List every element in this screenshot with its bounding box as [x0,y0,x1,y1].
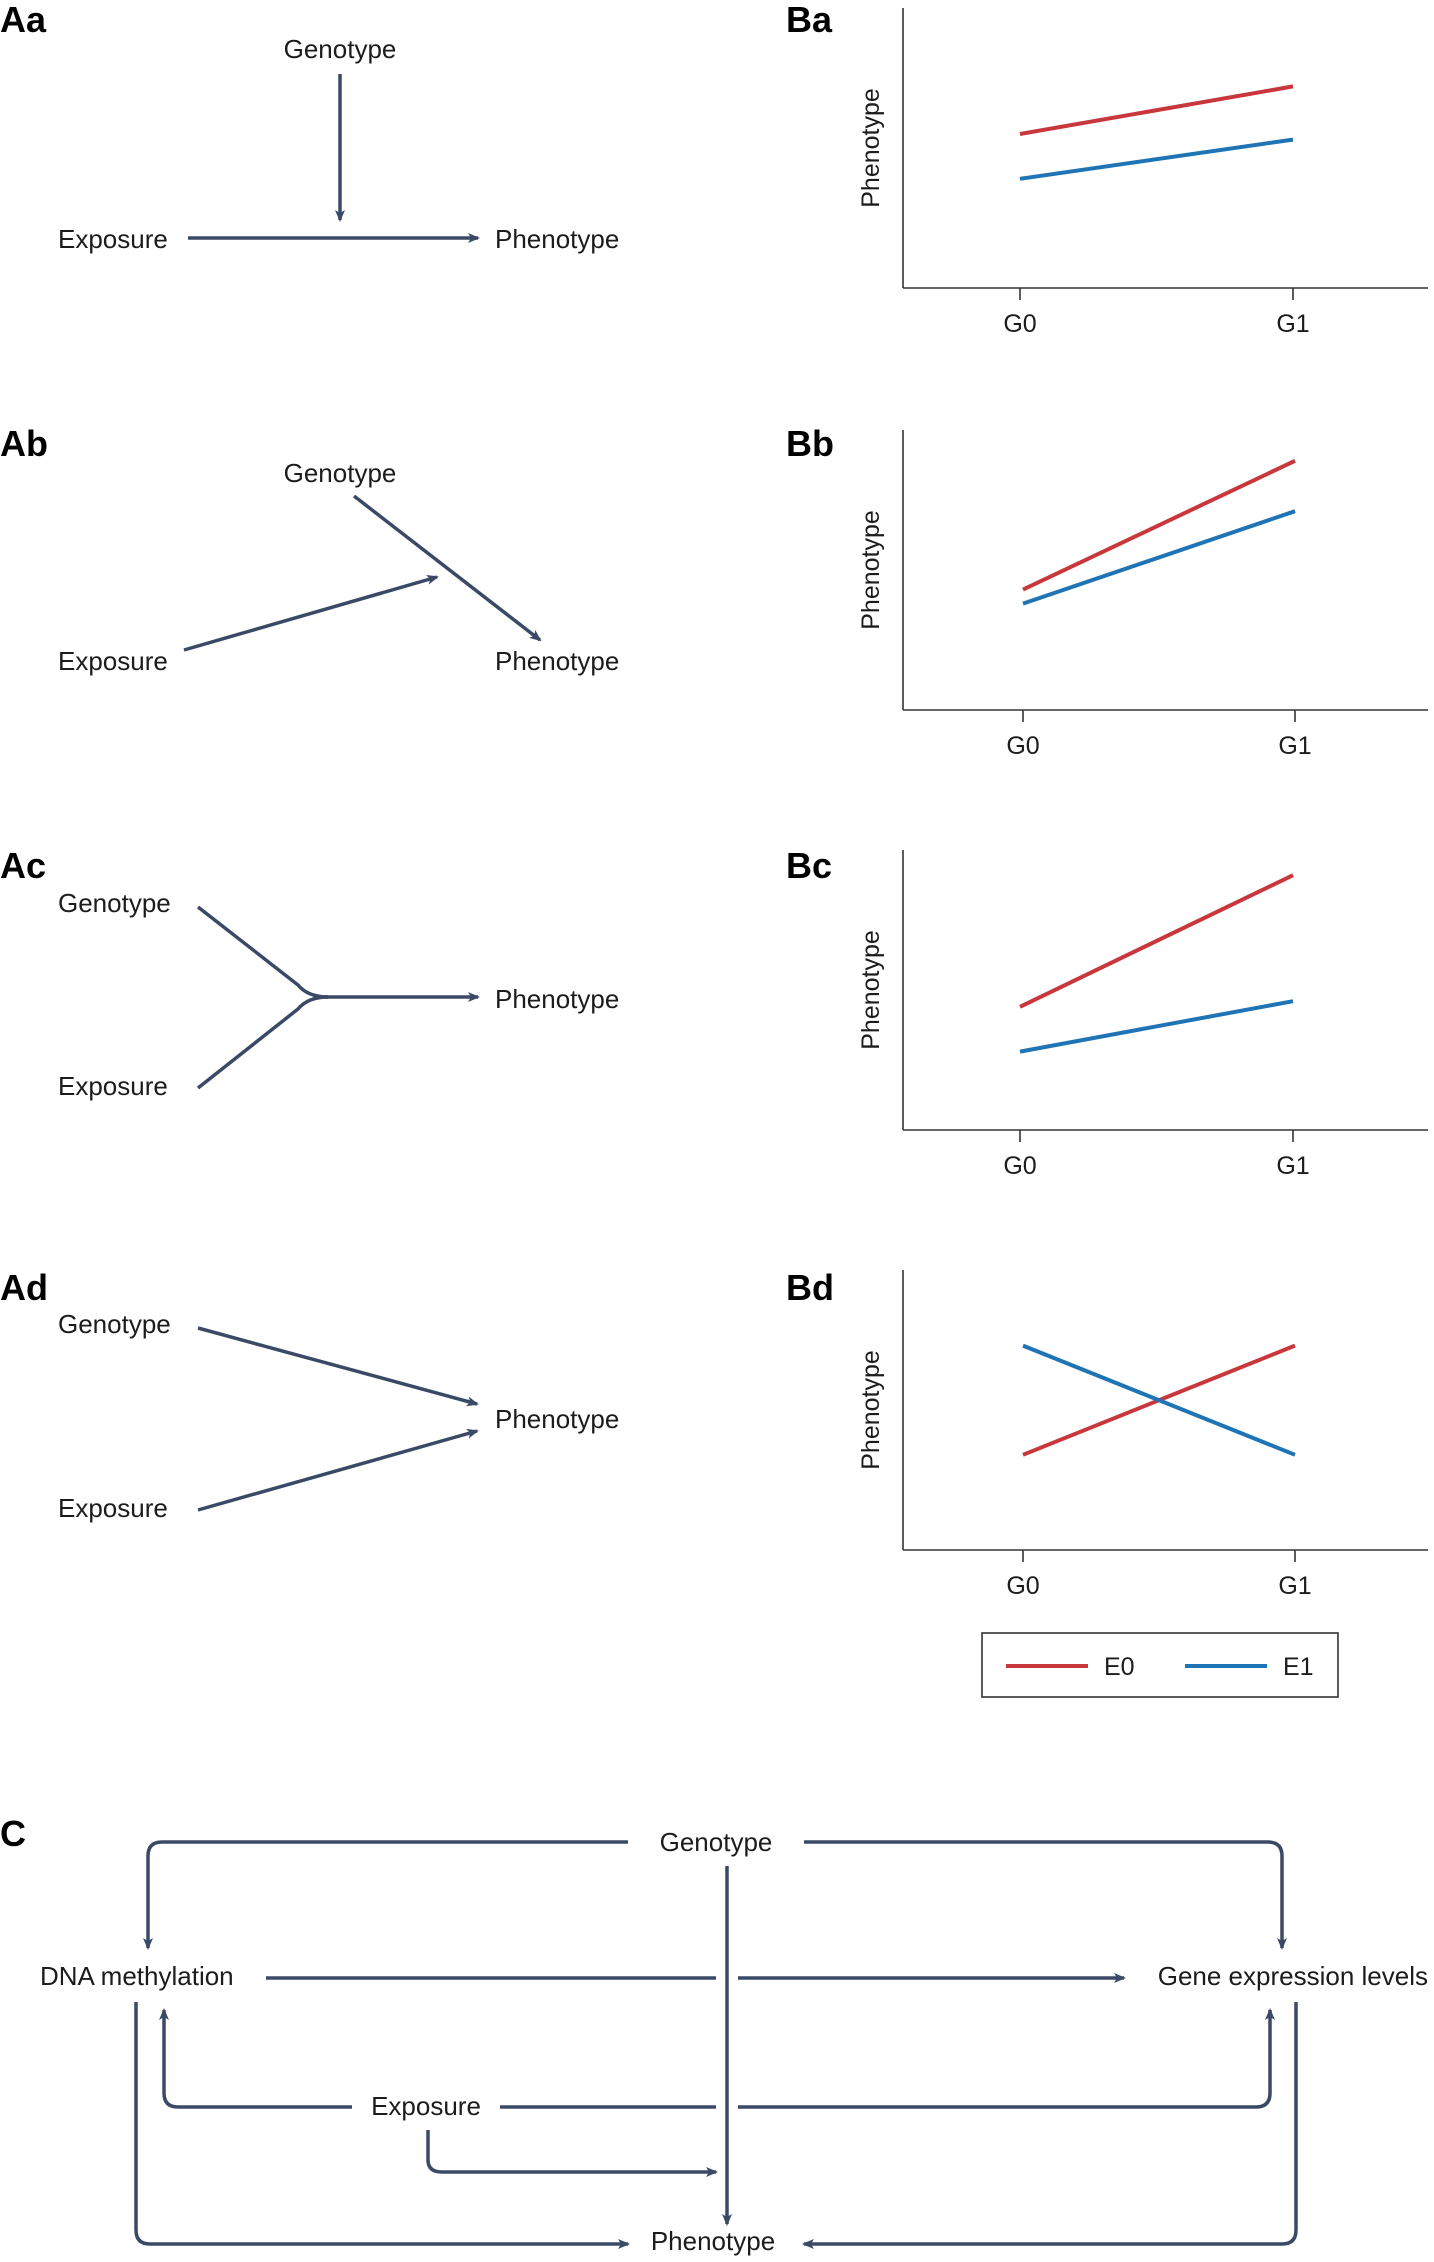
x-tick-label-bc-g0: G0 [1003,1152,1036,1180]
panel-label-ac: Ac [0,845,46,886]
chart-bb: Bb Phenotype G0 G1 [786,423,1428,760]
node-phenotype-aa: Phenotype [495,224,619,254]
panel-ab: Ab Genotype Exposure Phenotype [0,423,619,676]
series-line-bd-e1 [1022,1343,1296,1457]
panel-label-c: C [0,1813,26,1854]
chart-ba: Ba Phenotype G0 G1 [786,0,1428,338]
arrow-exposure-to-genotype-edge-ab [183,574,439,652]
panel-aa: Aa Genotype Exposure Phenotype [0,0,619,254]
y-axis-label-ba: Phenotype [857,88,885,208]
arrow-exposure-to-gene-expression [738,2008,1275,2109]
arrow-dna-methylation-to-phenotype [134,2002,630,2249]
series-line-ba-e1 [1019,137,1294,181]
panel-ac: Ac Genotype Exposure Phenotype [0,845,619,1101]
node-dna-methylation-c: DNA methylation [40,1961,234,1991]
node-exposure-ad: Exposure [58,1493,168,1523]
chart-bc: Bc Phenotype G0 G1 [786,845,1428,1180]
node-exposure-aa: Exposure [58,224,168,254]
node-genotype-ac: Genotype [58,888,171,918]
node-genotype-aa: Genotype [284,34,397,64]
node-exposure-c: Exposure [371,2091,481,2121]
y-axis-label-bd: Phenotype [857,1350,885,1470]
edge-exposure-merge-ac [196,995,329,1090]
legend-label-e1: E1 [1283,1653,1314,1681]
series-line-ba-e0 [1019,84,1294,136]
node-phenotype-ad: Phenotype [495,1404,619,1434]
y-axis-label-bc: Phenotype [857,930,885,1050]
panel-label-ad: Ad [0,1267,48,1308]
x-tick-label-bb-g0: G0 [1006,732,1039,760]
arrow-genotype-to-gene-expression [804,1840,1287,1950]
node-genotype-ad: Genotype [58,1309,171,1339]
node-exposure-ab: Exposure [58,646,168,676]
panel-ad: Ad Genotype Exposure Phenotype [0,1267,619,1523]
node-gene-expression-c: Gene expression levels [1158,1961,1428,1991]
node-genotype-ab: Genotype [284,458,397,488]
x-tick-label-bd-g0: G0 [1006,1572,1039,1600]
node-genotype-c: Genotype [660,1827,773,1857]
node-phenotype-ab: Phenotype [495,646,619,676]
panel-label-bc: Bc [786,845,832,886]
legend-label-e0: E0 [1104,1653,1135,1681]
panel-label-ba: Ba [786,0,833,40]
panel-label-ab: Ab [0,423,48,464]
node-exposure-ac: Exposure [58,1071,168,1101]
panel-label-aa: Aa [0,0,47,40]
panel-label-bd: Bd [786,1267,834,1308]
node-phenotype-ac: Phenotype [495,984,619,1014]
arrow-exposure-to-phenotype-ad [197,1428,479,1512]
x-tick-label-bd-g1: G1 [1278,1572,1311,1600]
arrow-exposure-to-phenotype [426,2130,718,2177]
x-tick-label-ba-g0: G0 [1003,310,1036,338]
panel-c: C Genotype DNA methylation Gene expressi… [0,1813,1428,2256]
y-axis-label-bb: Phenotype [857,510,885,630]
series-line-bc-e1 [1019,999,1294,1054]
chart-bd: Bd Phenotype G0 G1 [786,1267,1428,1600]
series-line-bc-e0 [1019,873,1294,1009]
arrow-exposure-to-dna-methylation [159,2008,352,2109]
arrow-genotype-to-dna-methylation [143,1840,628,1950]
edge-genotype-merge-ac [196,905,329,999]
arrow-genotype-to-phenotype-ad [197,1326,479,1407]
arrow-genotype-to-phenotype-ab [352,494,542,642]
x-tick-label-bc-g1: G1 [1276,1152,1309,1180]
arrow-gene-expression-to-phenotype [802,2002,1298,2249]
legend: E0 E1 [981,1632,1339,1698]
x-tick-label-bb-g1: G1 [1278,732,1311,760]
panel-label-bb: Bb [786,423,834,464]
series-line-bb-e0 [1022,458,1296,592]
x-tick-label-ba-g1: G1 [1276,310,1309,338]
node-phenotype-c: Phenotype [651,2226,775,2256]
series-line-bb-e1 [1022,509,1296,606]
